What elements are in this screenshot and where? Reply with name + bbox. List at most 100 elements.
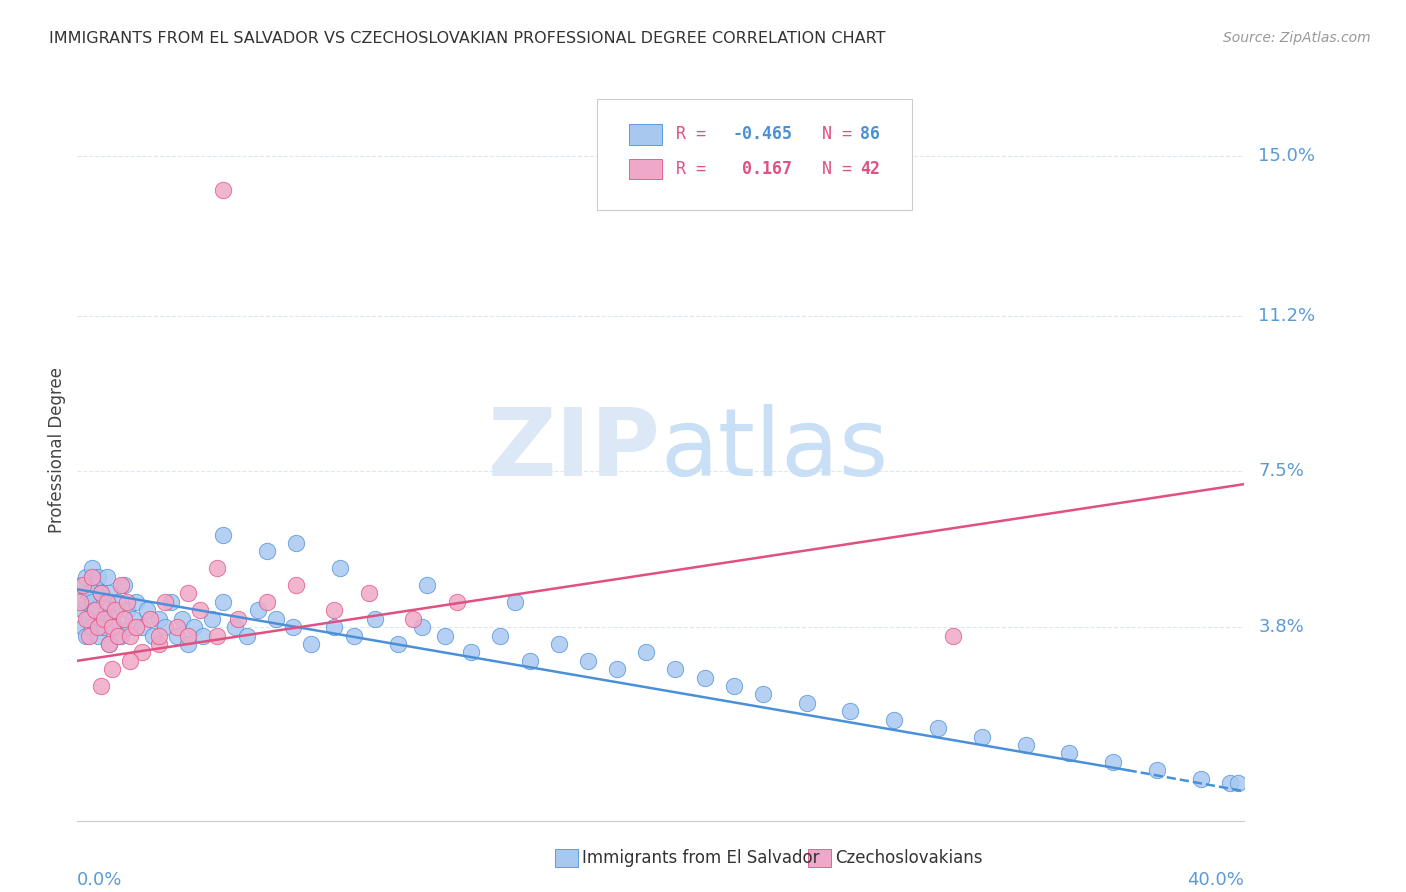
Point — [416, 578, 439, 592]
Point — [207, 561, 229, 575]
Point — [83, 603, 105, 617]
Point — [110, 629, 132, 643]
Point — [664, 662, 686, 676]
Point — [387, 637, 409, 651]
Point — [93, 620, 115, 634]
Point — [98, 637, 121, 651]
Point — [110, 578, 132, 592]
Point — [72, 578, 94, 592]
Y-axis label: Professional Degree: Professional Degree — [48, 368, 66, 533]
Point — [124, 595, 148, 609]
Point — [75, 629, 97, 643]
Point — [212, 527, 235, 541]
Point — [112, 578, 135, 592]
Point — [166, 620, 188, 634]
Point — [107, 595, 129, 609]
Point — [96, 603, 118, 617]
Point — [1189, 772, 1212, 786]
Point — [98, 637, 121, 651]
Point — [212, 595, 235, 609]
Point — [1057, 747, 1080, 761]
Point — [283, 620, 305, 634]
Point — [101, 612, 124, 626]
Point — [576, 654, 599, 668]
Text: 86: 86 — [860, 126, 880, 144]
Point — [411, 620, 433, 634]
Text: 7.5%: 7.5% — [1258, 462, 1305, 481]
Point — [77, 586, 100, 600]
Text: 0.167: 0.167 — [733, 161, 792, 178]
Point — [970, 730, 993, 744]
Point — [723, 679, 745, 693]
Text: atlas: atlas — [661, 404, 889, 497]
Point — [101, 620, 124, 634]
Text: R =: R = — [676, 126, 716, 144]
Point — [90, 586, 112, 600]
Text: Czechoslovakians: Czechoslovakians — [835, 849, 983, 867]
Text: 40.0%: 40.0% — [1188, 871, 1244, 889]
Point — [136, 603, 159, 617]
Point — [402, 612, 425, 626]
Point — [212, 183, 235, 197]
Point — [87, 620, 110, 634]
Point — [148, 629, 170, 643]
Text: N =: N = — [801, 126, 862, 144]
Point — [93, 612, 115, 626]
Text: Immigrants from El Salvador: Immigrants from El Salvador — [582, 849, 820, 867]
Bar — [630, 124, 662, 145]
Text: ZIP: ZIP — [488, 404, 661, 497]
Point — [131, 620, 153, 634]
Text: 15.0%: 15.0% — [1258, 147, 1315, 165]
Point — [883, 713, 905, 727]
Point — [124, 620, 148, 634]
Point — [121, 612, 143, 626]
Point — [200, 612, 222, 626]
Point — [177, 629, 200, 643]
Point — [752, 688, 775, 702]
Point — [77, 612, 100, 626]
Point — [77, 629, 100, 643]
Point — [118, 654, 141, 668]
Point — [256, 595, 278, 609]
Point — [90, 679, 112, 693]
Point — [72, 603, 94, 617]
Text: Source: ZipAtlas.com: Source: ZipAtlas.com — [1223, 31, 1371, 45]
Point — [264, 612, 287, 626]
Point — [104, 620, 127, 634]
Point — [636, 645, 658, 659]
Point — [247, 603, 270, 617]
Point — [433, 629, 456, 643]
Point — [299, 637, 322, 651]
Point — [446, 595, 468, 609]
Text: -0.465: -0.465 — [733, 126, 792, 144]
Text: 42: 42 — [860, 161, 880, 178]
Point — [69, 578, 91, 592]
Point — [142, 629, 165, 643]
Text: 3.8%: 3.8% — [1258, 618, 1303, 636]
Point — [256, 544, 278, 558]
Point — [323, 603, 346, 617]
Point — [172, 612, 194, 626]
Point — [90, 586, 112, 600]
Point — [118, 629, 141, 643]
Point — [323, 620, 346, 634]
Text: 11.2%: 11.2% — [1258, 307, 1316, 325]
Point — [69, 595, 91, 609]
Point — [191, 629, 214, 643]
Point — [72, 620, 94, 634]
Point — [75, 612, 97, 626]
Point — [98, 586, 121, 600]
Point — [96, 569, 118, 583]
Point — [235, 629, 257, 643]
Point — [90, 612, 112, 626]
Point — [489, 629, 512, 643]
Point — [357, 586, 380, 600]
Point — [93, 595, 115, 609]
Point — [87, 629, 110, 643]
Point — [224, 620, 246, 634]
Point — [118, 620, 141, 634]
Point — [693, 671, 716, 685]
Point — [519, 654, 541, 668]
Point — [796, 696, 818, 710]
Text: R =: R = — [676, 161, 716, 178]
